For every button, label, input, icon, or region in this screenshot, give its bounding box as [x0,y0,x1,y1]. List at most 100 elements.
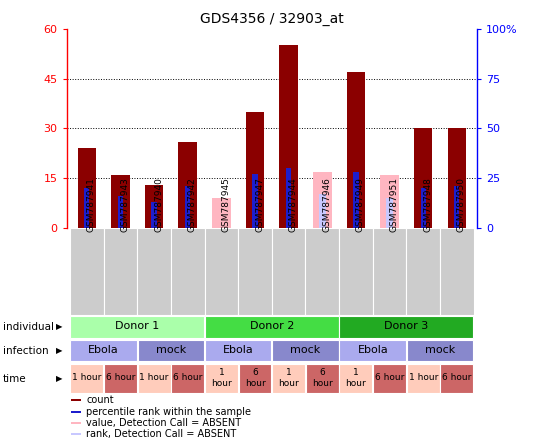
FancyBboxPatch shape [70,228,103,315]
Text: 1 hour: 1 hour [72,373,101,382]
Bar [319,194,326,228]
FancyBboxPatch shape [171,228,205,315]
Text: 6 hour: 6 hour [375,373,404,382]
Bar [246,112,264,228]
FancyBboxPatch shape [340,364,373,393]
Text: GSM787941: GSM787941 [87,178,96,232]
FancyBboxPatch shape [205,316,339,338]
Bar [212,198,231,228]
Text: ▶: ▶ [56,346,63,355]
Bar [71,433,81,435]
Bar [71,422,81,424]
FancyBboxPatch shape [138,364,171,393]
Text: Donor 2: Donor 2 [249,321,294,332]
Bar [421,188,426,228]
Text: 1
hour: 1 hour [278,368,299,388]
FancyBboxPatch shape [238,228,272,315]
Text: Ebola: Ebola [88,345,119,355]
FancyBboxPatch shape [239,364,271,393]
FancyBboxPatch shape [70,316,204,338]
Text: mock: mock [290,345,320,355]
Bar [279,45,298,228]
Bar [313,171,332,228]
Bar [346,72,365,228]
Bar [286,168,291,228]
FancyBboxPatch shape [70,340,137,361]
FancyBboxPatch shape [340,340,406,361]
Text: Ebola: Ebola [357,345,388,355]
FancyBboxPatch shape [407,364,440,393]
FancyBboxPatch shape [406,228,440,315]
Text: infection: infection [3,345,49,356]
Text: 6
hour: 6 hour [312,368,333,388]
Text: individual: individual [3,322,54,332]
FancyBboxPatch shape [138,228,171,315]
Text: 6 hour: 6 hour [442,373,472,382]
Title: GDS4356 / 32903_at: GDS4356 / 32903_at [200,12,344,27]
Text: GSM787951: GSM787951 [390,177,399,232]
FancyBboxPatch shape [171,364,204,393]
Bar [151,202,157,228]
Text: GSM787940: GSM787940 [154,178,163,232]
Text: percentile rank within the sample: percentile rank within the sample [86,407,252,416]
Text: 6
hour: 6 hour [245,368,265,388]
Text: 1
hour: 1 hour [211,368,232,388]
Text: 6 hour: 6 hour [173,373,203,382]
Bar [185,186,190,228]
Text: 1 hour: 1 hour [140,373,169,382]
Bar [78,148,96,228]
Text: 1 hour: 1 hour [408,373,438,382]
Bar [253,174,257,228]
Text: GSM787947: GSM787947 [255,178,264,232]
Bar [71,399,81,401]
Text: ▶: ▶ [56,374,63,383]
Bar [84,188,90,228]
FancyBboxPatch shape [272,340,339,361]
Text: 1
hour: 1 hour [345,368,366,388]
FancyBboxPatch shape [440,364,473,393]
FancyBboxPatch shape [103,228,138,315]
Bar [71,411,81,412]
Bar [111,175,130,228]
Text: GSM787944: GSM787944 [289,178,297,232]
FancyBboxPatch shape [373,228,406,315]
Text: GSM787942: GSM787942 [188,178,197,232]
FancyBboxPatch shape [205,340,271,361]
FancyBboxPatch shape [340,316,473,338]
Bar [118,196,123,228]
FancyBboxPatch shape [104,364,137,393]
FancyBboxPatch shape [306,364,339,393]
FancyBboxPatch shape [272,364,305,393]
FancyBboxPatch shape [407,340,473,361]
FancyBboxPatch shape [138,340,204,361]
Text: Donor 3: Donor 3 [384,321,429,332]
Text: 6 hour: 6 hour [106,373,135,382]
Text: GSM787949: GSM787949 [356,178,365,232]
FancyBboxPatch shape [205,364,238,393]
FancyBboxPatch shape [70,364,103,393]
Bar [381,175,399,228]
Bar [145,185,163,228]
Text: rank, Detection Call = ABSENT: rank, Detection Call = ABSENT [86,429,237,439]
Text: GSM787946: GSM787946 [322,178,332,232]
Text: GSM787950: GSM787950 [457,177,466,232]
Text: mock: mock [425,345,455,355]
FancyBboxPatch shape [305,228,339,315]
FancyBboxPatch shape [272,228,305,315]
Bar [448,128,466,228]
Text: mock: mock [156,345,186,355]
Text: Donor 1: Donor 1 [115,321,159,332]
Text: value, Detection Call = ABSENT: value, Detection Call = ABSENT [86,418,241,428]
Bar [454,186,459,228]
Text: ▶: ▶ [56,322,63,331]
Text: Ebola: Ebola [223,345,254,355]
Bar [414,128,432,228]
FancyBboxPatch shape [339,228,373,315]
FancyBboxPatch shape [205,228,238,315]
FancyBboxPatch shape [373,364,406,393]
FancyBboxPatch shape [440,228,474,315]
Bar [386,198,393,228]
Bar [353,172,359,228]
Text: GSM787948: GSM787948 [423,178,432,232]
Text: GSM787943: GSM787943 [120,178,130,232]
